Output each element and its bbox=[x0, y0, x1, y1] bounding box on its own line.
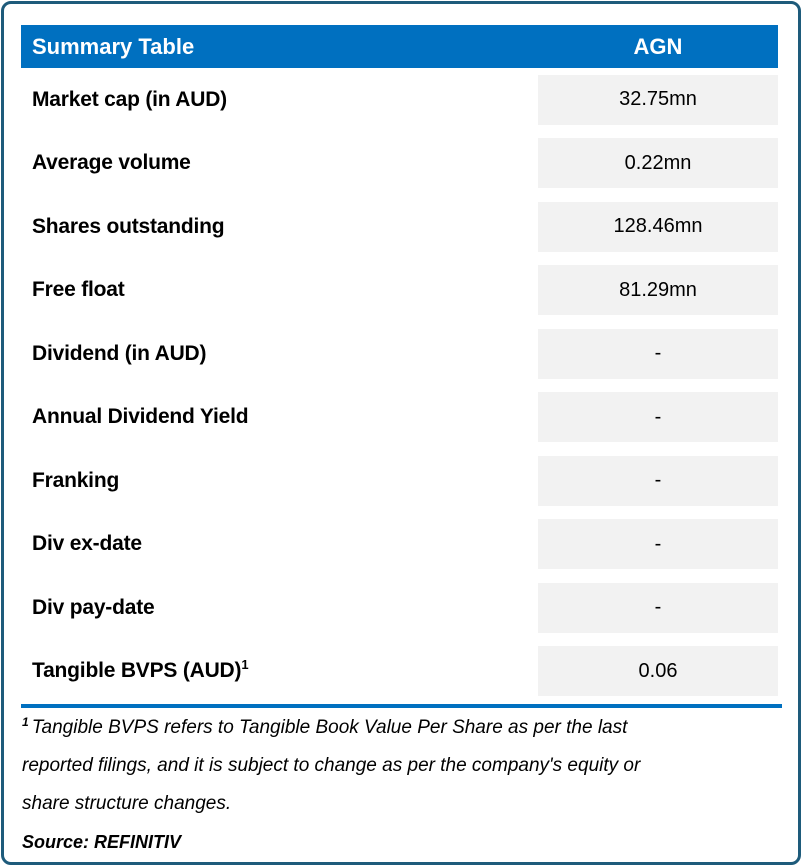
table-bottom-rule bbox=[21, 704, 782, 708]
table-row: Div pay-date - bbox=[21, 576, 778, 640]
table-row: Shares outstanding 128.46mn bbox=[21, 195, 778, 259]
row-label: Market cap (in AUD) bbox=[32, 87, 227, 111]
footnote-line: share structure changes. bbox=[22, 793, 232, 814]
row-label: Free float bbox=[32, 278, 125, 302]
table-row: Market cap (in AUD) 32.75mn bbox=[21, 68, 778, 132]
row-value: 128.46mn bbox=[538, 201, 778, 252]
row-value: - bbox=[538, 328, 778, 379]
table-row: Dividend (in AUD) - bbox=[21, 322, 778, 386]
footnote-line: reported filings, and it is subject to c… bbox=[22, 755, 641, 776]
row-label: Average volume bbox=[32, 151, 191, 175]
row-value: - bbox=[538, 582, 778, 633]
label-superscript: 1 bbox=[241, 657, 249, 673]
row-label: Franking bbox=[32, 468, 120, 492]
row-value: 32.75mn bbox=[538, 74, 778, 125]
row-label: Dividend (in AUD) bbox=[32, 341, 207, 365]
row-value: - bbox=[538, 392, 778, 443]
ticker-header: AGN bbox=[633, 33, 683, 59]
table-title: Summary Table bbox=[32, 33, 195, 59]
table-row: Tangible BVPS (AUD)1 0.06 bbox=[21, 640, 778, 704]
row-value: - bbox=[538, 519, 778, 570]
table-row: Annual Dividend Yield - bbox=[21, 386, 778, 450]
row-value: 81.29mn bbox=[538, 265, 778, 316]
table-header-row: Summary Table AGN bbox=[21, 25, 778, 68]
summary-table: Summary Table AGN Market cap (in AUD) 32.… bbox=[21, 25, 782, 708]
row-label: Shares outstanding bbox=[32, 214, 225, 238]
footnote-line: 1 Tangible BVPS refers to Tangible Book V… bbox=[22, 714, 628, 738]
table-row: Free float 81.29mn bbox=[21, 259, 778, 323]
table-row: Div ex-date - bbox=[21, 513, 778, 577]
row-value: - bbox=[538, 455, 778, 506]
row-value: 0.06 bbox=[538, 646, 778, 697]
footnote: 1 Tangible BVPS refers to Tangible Book V… bbox=[22, 709, 784, 823]
footnote-superscript: 1 bbox=[22, 714, 29, 729]
row-label: Tangible BVPS (AUD)1 bbox=[32, 657, 249, 683]
table-row: Franking - bbox=[21, 449, 778, 513]
row-label: Annual Dividend Yield bbox=[32, 405, 249, 429]
source-line: Source: REFINITIV bbox=[22, 832, 182, 852]
table-body: Market cap (in AUD) 32.75mn Average volume… bbox=[21, 68, 778, 703]
row-label: Div ex-date bbox=[32, 532, 142, 556]
row-value: 0.22mn bbox=[538, 138, 778, 189]
table-row: Average volume 0.22mn bbox=[21, 132, 778, 196]
row-label: Div pay-date bbox=[32, 595, 155, 619]
